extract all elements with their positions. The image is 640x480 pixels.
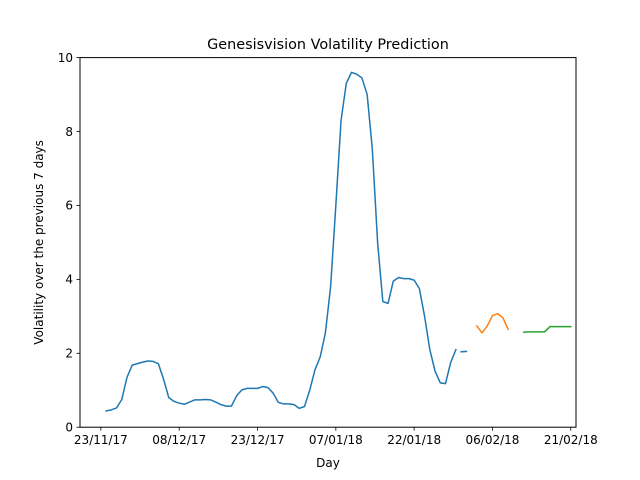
y-axis-label: Volatility over the previous 7 days: [32, 140, 46, 345]
y-tick-label: 0: [65, 421, 73, 435]
x-tick-label: 21/02/18: [544, 433, 598, 447]
series-line-1: [105, 71, 457, 412]
y-tick-label: 2: [65, 347, 73, 361]
y-tick-label: 8: [65, 125, 73, 139]
x-tick-label: 07/01/18: [309, 433, 363, 447]
series-layer: [105, 71, 572, 412]
series-line-4: [522, 325, 572, 334]
ticks-layer: 23/11/17 08/12/17 23/12/17 07/01/18 22/01/18…: [58, 51, 598, 447]
x-tick-label: 08/12/17: [152, 433, 206, 447]
y-tick-label: 4: [65, 273, 73, 287]
x-tick-label: 23/11/17: [74, 433, 128, 447]
x-tick-label: 23/12/17: [231, 433, 285, 447]
chart-title: Genesisvision Volatility Prediction: [207, 37, 449, 53]
plot-frame: [79, 57, 577, 428]
x-tick-label: 06/02/18: [466, 433, 520, 447]
y-tick-label: 10: [58, 51, 73, 65]
y-tick-label: 6: [65, 199, 73, 213]
series-line-3: [475, 312, 510, 334]
x-axis-label: Day: [316, 456, 340, 470]
x-tick-label: 22/01/18: [387, 433, 441, 447]
